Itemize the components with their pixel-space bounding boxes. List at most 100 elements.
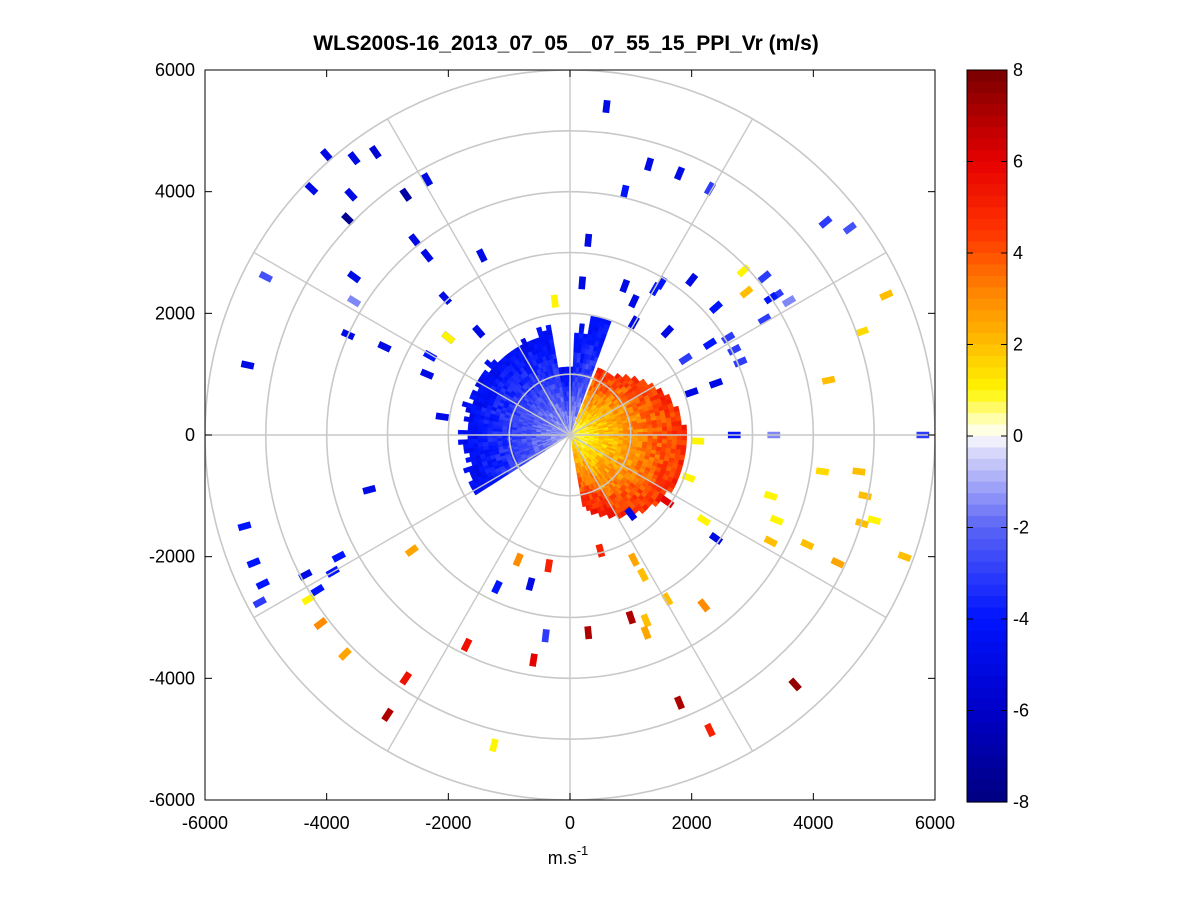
near-range-cell [662,439,667,444]
colorbar-tick-label: -4 [1013,609,1029,629]
near-range-cell [469,417,474,422]
near-range-cell [638,438,643,441]
y-tick-label: 2000 [155,303,195,323]
colorbar-swatch [967,779,1007,791]
near-range-cell [512,430,517,433]
near-range-cell [677,430,682,435]
colorbar-swatch [967,116,1007,128]
y-tick-label: -4000 [149,668,195,688]
colorbar-swatch [967,150,1007,162]
near-range-cell [579,324,584,329]
near-range-cell [667,426,672,431]
colorbar-tick-label: 0 [1013,426,1023,446]
x-tick-label: -6000 [182,813,228,833]
near-range-cell [474,418,479,423]
colorbar-swatch [967,139,1007,151]
sparse-return [530,654,537,666]
near-range-cell [578,338,583,343]
x-tick-label: -4000 [304,813,350,833]
colorbar-swatch [967,768,1007,780]
near-range-cell [682,425,687,430]
near-range-cell [667,439,672,444]
near-range-cell [546,325,552,331]
near-range-cell [619,437,624,440]
colorbar-swatch [967,493,1007,505]
colorbar-tick-label: 8 [1013,60,1023,80]
near-range-cell [647,442,652,446]
near-range-cell [492,428,497,432]
near-range-cell [643,428,648,432]
colorbar-swatch [967,242,1007,254]
near-range-cell [666,448,671,453]
sparse-return [692,438,704,444]
near-range-cell [468,439,473,444]
colorbar-swatch [967,436,1007,448]
sparse-return [436,413,448,420]
colorbar-swatch [967,276,1007,288]
near-range-cell [672,426,677,431]
near-range-cell [577,353,581,358]
y-tick-label: -6000 [149,790,195,810]
near-range-cell [648,428,653,432]
x-axis-label-text: m.s [548,848,577,868]
colorbar-swatch [967,756,1007,768]
chart-title: WLS200S-16_2013_07_05__07_55_15_PPI_Vr (… [313,32,819,55]
colorbar-swatch [967,516,1007,528]
near-range-cell [676,420,681,425]
colorbar-swatch [967,127,1007,139]
near-range-cell [643,438,648,442]
colorbar-swatch [967,608,1007,620]
y-tick-label: 6000 [155,60,195,80]
near-range-cell [682,440,687,445]
near-range-cell [583,334,588,339]
near-range-cell [483,427,488,431]
colorbar-swatch [967,665,1007,677]
near-range-cell [468,444,473,449]
colorbar-swatch [967,184,1007,196]
near-range-cell [573,352,577,357]
near-range-cell [573,367,576,372]
colorbar-swatch [967,505,1007,517]
colorbar-swatch [967,196,1007,208]
near-range-cell [488,424,493,428]
colorbar-tick-label: -8 [1013,792,1029,812]
near-range-cell [487,428,492,432]
x-tick-label: 6000 [915,813,955,833]
near-range-cell [677,435,682,440]
colorbar-swatch [967,402,1007,414]
near-range-cell [578,343,583,348]
near-range-cell [682,430,687,435]
colorbar-swatch [967,173,1007,185]
colorbar-tick-label: -2 [1013,518,1029,538]
colorbar-swatch [967,207,1007,219]
near-range-cell [468,422,473,427]
near-range-cell [677,440,682,445]
near-range-cell [652,442,657,446]
near-range-cell [672,430,677,435]
sparse-return [551,295,558,307]
near-range-cell [574,343,578,348]
sparse-return [542,630,549,642]
colorbar-swatch [967,93,1007,105]
colorbar-swatch [967,585,1007,597]
colorbar-tick-label: 2 [1013,335,1023,355]
colorbar-tick-label: 6 [1013,152,1023,172]
near-range-cell [473,427,478,432]
near-range-cell [672,435,677,440]
colorbar-swatch [967,470,1007,482]
colorbar-swatch [967,562,1007,574]
near-range-cell [464,416,470,421]
colorbar-swatch [967,104,1007,116]
colorbar-tick-label: -6 [1013,701,1029,721]
near-range-cell [492,438,497,442]
x-axis-label: m.s-1 [548,843,589,868]
near-range-cell [502,429,507,432]
near-range-cell [458,440,463,445]
near-range-cell [657,439,662,443]
near-range-cell [680,450,686,456]
y-tick-label: 4000 [155,182,195,202]
near-range-cell [657,427,662,431]
